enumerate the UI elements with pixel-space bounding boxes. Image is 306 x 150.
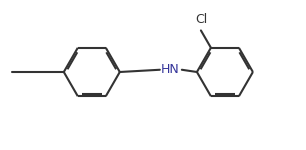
Text: Cl: Cl bbox=[195, 14, 207, 26]
Text: HN: HN bbox=[160, 63, 179, 76]
